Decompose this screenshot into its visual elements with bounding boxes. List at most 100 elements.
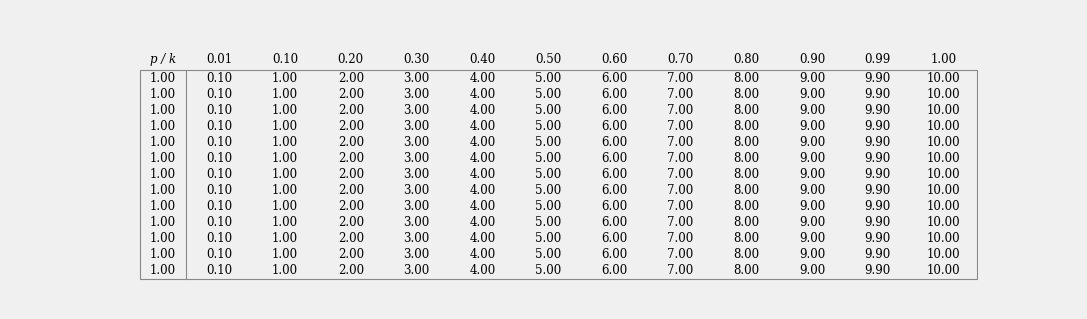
Text: 5.00: 5.00 — [535, 216, 562, 229]
Text: 7.00: 7.00 — [667, 120, 694, 133]
Text: 6.00: 6.00 — [601, 264, 627, 278]
Text: 3.00: 3.00 — [403, 88, 429, 101]
Text: 8.00: 8.00 — [733, 168, 759, 181]
Text: 9.00: 9.00 — [799, 88, 825, 101]
Text: 0.10: 0.10 — [205, 232, 233, 245]
Text: 4.00: 4.00 — [470, 71, 496, 85]
Text: 3.00: 3.00 — [403, 249, 429, 261]
Text: 2.00: 2.00 — [338, 120, 364, 133]
Text: 5.00: 5.00 — [535, 120, 562, 133]
Text: 8.00: 8.00 — [733, 232, 759, 245]
Text: 8.00: 8.00 — [733, 120, 759, 133]
Text: 4.00: 4.00 — [470, 152, 496, 165]
Text: 9.00: 9.00 — [799, 200, 825, 213]
Text: 1.00: 1.00 — [150, 152, 176, 165]
Text: 6.00: 6.00 — [601, 200, 627, 213]
Text: 9.90: 9.90 — [864, 136, 891, 149]
Text: 5.00: 5.00 — [535, 232, 562, 245]
Text: 10.00: 10.00 — [927, 120, 961, 133]
Text: 0.30: 0.30 — [403, 53, 429, 66]
Text: 10.00: 10.00 — [927, 88, 961, 101]
Text: 1.00: 1.00 — [272, 249, 298, 261]
Text: 10.00: 10.00 — [927, 152, 961, 165]
Text: 5.00: 5.00 — [535, 249, 562, 261]
Text: 1.00: 1.00 — [150, 216, 176, 229]
Text: 0.50: 0.50 — [535, 53, 562, 66]
Text: 1.00: 1.00 — [150, 184, 176, 197]
Text: 8.00: 8.00 — [733, 264, 759, 278]
Text: 1.00: 1.00 — [272, 136, 298, 149]
Text: 0.10: 0.10 — [205, 184, 233, 197]
Text: 9.90: 9.90 — [864, 200, 891, 213]
Text: 9.00: 9.00 — [799, 104, 825, 117]
Text: 0.20: 0.20 — [338, 53, 364, 66]
Text: 7.00: 7.00 — [667, 88, 694, 101]
Text: 10.00: 10.00 — [927, 168, 961, 181]
Text: 2.00: 2.00 — [338, 216, 364, 229]
Text: 4.00: 4.00 — [470, 232, 496, 245]
Text: 2.00: 2.00 — [338, 168, 364, 181]
Text: 0.10: 0.10 — [205, 168, 233, 181]
Text: 9.90: 9.90 — [864, 184, 891, 197]
Text: 1.00: 1.00 — [272, 88, 298, 101]
Text: 1.00: 1.00 — [272, 184, 298, 197]
Text: 9.90: 9.90 — [864, 264, 891, 278]
Text: 1.00: 1.00 — [150, 120, 176, 133]
Text: 3.00: 3.00 — [403, 264, 429, 278]
Text: 9.00: 9.00 — [799, 216, 825, 229]
Text: 5.00: 5.00 — [535, 200, 562, 213]
Text: 9.00: 9.00 — [799, 136, 825, 149]
Text: 1.00: 1.00 — [150, 136, 176, 149]
Text: 10.00: 10.00 — [927, 184, 961, 197]
Text: 9.00: 9.00 — [799, 152, 825, 165]
Text: 6.00: 6.00 — [601, 120, 627, 133]
Text: 10.00: 10.00 — [927, 200, 961, 213]
Text: 10.00: 10.00 — [927, 104, 961, 117]
Text: 6.00: 6.00 — [601, 184, 627, 197]
Text: 5.00: 5.00 — [535, 88, 562, 101]
Text: 9.00: 9.00 — [799, 264, 825, 278]
Text: 1.00: 1.00 — [930, 53, 957, 66]
Text: 0.10: 0.10 — [205, 264, 233, 278]
Text: 8.00: 8.00 — [733, 200, 759, 213]
Text: 9.00: 9.00 — [799, 168, 825, 181]
Text: 5.00: 5.00 — [535, 136, 562, 149]
Text: 4.00: 4.00 — [470, 264, 496, 278]
Text: 8.00: 8.00 — [733, 152, 759, 165]
Text: 0.70: 0.70 — [667, 53, 694, 66]
Text: 2.00: 2.00 — [338, 152, 364, 165]
Text: 9.00: 9.00 — [799, 249, 825, 261]
Text: 1.00: 1.00 — [272, 120, 298, 133]
Text: 6.00: 6.00 — [601, 152, 627, 165]
Text: 7.00: 7.00 — [667, 249, 694, 261]
Text: 0.10: 0.10 — [205, 120, 233, 133]
Text: 0.10: 0.10 — [205, 216, 233, 229]
Text: 1.00: 1.00 — [150, 249, 176, 261]
Text: 10.00: 10.00 — [927, 264, 961, 278]
Text: 3.00: 3.00 — [403, 232, 429, 245]
Text: 10.00: 10.00 — [927, 136, 961, 149]
Text: 0.80: 0.80 — [733, 53, 759, 66]
Text: 2.00: 2.00 — [338, 184, 364, 197]
Text: 10.00: 10.00 — [927, 232, 961, 245]
Text: 2.00: 2.00 — [338, 249, 364, 261]
Text: 7.00: 7.00 — [667, 200, 694, 213]
Text: 10.00: 10.00 — [927, 71, 961, 85]
Text: 0.10: 0.10 — [205, 88, 233, 101]
Text: 1.00: 1.00 — [272, 71, 298, 85]
Text: 9.90: 9.90 — [864, 232, 891, 245]
Text: 1.00: 1.00 — [150, 88, 176, 101]
Text: 4.00: 4.00 — [470, 120, 496, 133]
Text: 4.00: 4.00 — [470, 88, 496, 101]
Text: 4.00: 4.00 — [470, 200, 496, 213]
Text: 5.00: 5.00 — [535, 184, 562, 197]
Text: 2.00: 2.00 — [338, 200, 364, 213]
Text: 9.90: 9.90 — [864, 120, 891, 133]
Text: 5.00: 5.00 — [535, 104, 562, 117]
Text: 8.00: 8.00 — [733, 104, 759, 117]
Text: 2.00: 2.00 — [338, 88, 364, 101]
Text: 0.10: 0.10 — [205, 152, 233, 165]
Text: 9.00: 9.00 — [799, 184, 825, 197]
Text: 7.00: 7.00 — [667, 104, 694, 117]
Text: 9.90: 9.90 — [864, 104, 891, 117]
